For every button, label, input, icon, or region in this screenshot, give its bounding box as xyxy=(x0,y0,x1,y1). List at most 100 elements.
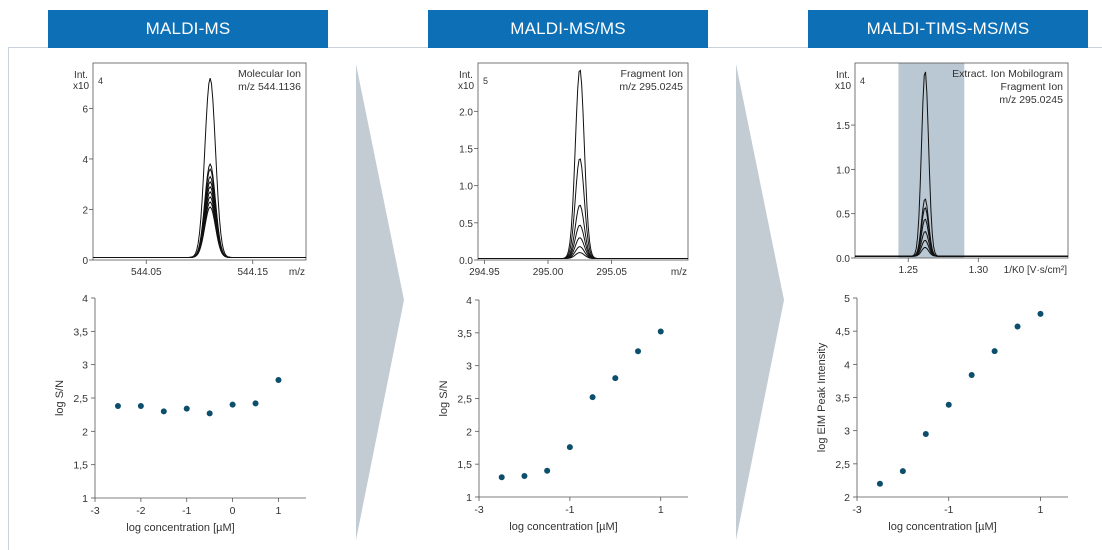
msms-intensity-multiplier: x10 xyxy=(458,81,475,92)
msms-calibration-point xyxy=(612,375,619,382)
msms-calibration-ytick-label: 1 xyxy=(466,492,472,504)
msms-calibration-xtick-label: -1 xyxy=(565,504,574,516)
msms-calibration-ytick-label: 2,5 xyxy=(457,394,472,406)
tims-spectrum-xunit: 1/K0 [V·s/cm²] xyxy=(1004,265,1068,276)
tims-calibration-xtick-label: 1 xyxy=(1038,504,1044,516)
msms-calibration-xtick-label: 1 xyxy=(658,504,664,516)
ms-calibration-point xyxy=(137,403,144,409)
ms-calibration-xtick-label: 1 xyxy=(276,505,282,517)
tims-calibration-ytick-label: 3 xyxy=(844,426,850,438)
ms-calibration-xtick-label: -3 xyxy=(90,505,99,517)
ms-calibration-point xyxy=(206,410,213,417)
tims-spectrum-ytick-label: 1.0 xyxy=(836,165,850,176)
banner-maldi-ms: MALDI-MS xyxy=(48,10,328,48)
tims-calibration-xtick-label: -1 xyxy=(944,504,953,516)
ms-spectrum-ytick-label: 2 xyxy=(82,205,88,216)
msms-intensity-label: Int. xyxy=(459,70,473,81)
ms-calibration-point xyxy=(160,408,167,415)
tims-intensity-label: Int. xyxy=(836,70,850,81)
tims-intensity-multiplier: x10 xyxy=(835,81,852,92)
tims-annotation-line: Extract. Ion Mobilogram xyxy=(952,68,1063,80)
banner-maldi-tims-msms: MALDI-TIMS-MS/MS xyxy=(808,10,1088,48)
msms-calibration-point xyxy=(635,348,642,355)
msms-intensity-exponent: 5 xyxy=(483,76,488,86)
arrow-2 xyxy=(736,64,784,540)
ms-calibration-ytick-label: 4 xyxy=(82,293,88,305)
msms-spectrum-xtick-label: 294.95 xyxy=(469,267,500,278)
tims-annotation-line: Fragment Ion xyxy=(1001,81,1064,93)
msms-calibration-point xyxy=(521,472,528,479)
msms-calibration-point xyxy=(657,328,664,335)
tims-calibration-ytick-label: 5 xyxy=(844,293,850,305)
tims-calibration-point xyxy=(945,401,952,408)
msms-annotation-line: m/z 295.0245 xyxy=(619,81,683,93)
ms-spectrum-trace xyxy=(93,78,306,258)
ms-annotation-line: Molecular Ion xyxy=(238,68,301,80)
ms-calibration-point xyxy=(252,400,259,407)
tims-calibration-xlabel: log concentration [µM] xyxy=(888,521,996,533)
msms-spectrum-ytick-label: 1.0 xyxy=(459,182,473,193)
msms-spectrum-trace xyxy=(478,246,688,260)
tims-calibration-point xyxy=(876,480,883,487)
msms-calibration-ylabel: log S/N xyxy=(438,380,450,416)
msms-spectrum-trace xyxy=(478,237,688,260)
msms-calibration-xlabel: log concentration [µM] xyxy=(509,521,617,533)
ms-calibration-point xyxy=(275,377,282,383)
msms-calibration-ytick-label: 3 xyxy=(466,361,472,373)
msms-annotation-line: Fragment Ion xyxy=(621,68,684,80)
ms-spectrum-ytick-label: 0 xyxy=(82,256,88,267)
tims-calibration-xtick-label: -3 xyxy=(852,504,861,516)
mobility-window-highlight xyxy=(898,63,965,258)
tims-calibration-ytick-label: 4 xyxy=(844,359,850,371)
tims-calibration-ytick-label: 2 xyxy=(844,492,850,504)
ms-calibration-xtick-label: -2 xyxy=(136,505,145,517)
tims-spectrum-xtick-label: 1.25 xyxy=(899,265,919,276)
tims-calibration-point xyxy=(1037,310,1044,317)
tims-spectrum-ytick-label: 1.5 xyxy=(836,121,850,132)
msms-calibration-ytick-label: 3,5 xyxy=(457,328,472,340)
msms-calibration-point xyxy=(544,467,551,474)
ms-spectrum-frame xyxy=(92,62,307,261)
msms-spectrum-xtick-label: 295.00 xyxy=(533,267,564,278)
msms-spectrum-ytick-label: 0.5 xyxy=(459,219,473,230)
tims-calibration-point xyxy=(991,348,998,355)
msms-calibration-ytick-label: 2 xyxy=(466,426,472,438)
tims-calibration-ytick-label: 2,5 xyxy=(835,459,850,471)
msms-spectrum-xunit: m/z xyxy=(671,267,687,278)
ms-spectrum-trace xyxy=(93,206,306,258)
tims-calibration-point xyxy=(968,371,975,378)
ms-calibration-xlabel: log concentration [µM] xyxy=(126,522,234,534)
ms-calibration-ytick-label: 3 xyxy=(82,360,88,372)
msms-spectrum-trace xyxy=(478,69,688,260)
ms-intensity-multiplier: x10 xyxy=(73,81,90,92)
ms-calibration-ytick-label: 3,5 xyxy=(73,326,88,338)
tims-calibration-point xyxy=(922,430,929,437)
tims-intensity-exponent: 4 xyxy=(860,76,865,86)
ms-calibration-ylabel: log S/N xyxy=(54,380,66,416)
msms-calibration-point xyxy=(498,474,505,481)
tims-calibration-ylabel: log EIM Peak Intensity xyxy=(816,342,828,452)
ms-spectrum-ytick-label: 4 xyxy=(82,155,88,166)
ms-calibration-ytick-label: 1,5 xyxy=(73,460,88,472)
msms-calibration-ytick-label: 4 xyxy=(466,295,472,307)
ms-calibration-ytick-label: 1 xyxy=(82,493,88,505)
tims-calibration-point xyxy=(899,468,906,475)
ms-spectrum-xtick-label: 544.15 xyxy=(237,267,268,278)
tims-spectrum-xtick-label: 1.30 xyxy=(969,265,989,276)
ms-calibration-ytick-label: 2 xyxy=(82,426,88,438)
tims-calibration-ytick-label: 4,5 xyxy=(835,326,850,338)
msms-spectrum-ytick-label: 2.0 xyxy=(459,107,473,118)
ms-intensity-label: Int. xyxy=(74,70,88,81)
msms-spectrum-ytick-label: 0.0 xyxy=(459,256,473,267)
ms-calibration-ytick-label: 2,5 xyxy=(73,393,88,405)
tims-calibration-ytick-label: 3,5 xyxy=(835,393,850,405)
frame-left-line xyxy=(8,47,9,550)
ms-intensity-exponent: 4 xyxy=(98,76,103,86)
msms-spectrum-trace xyxy=(478,252,688,260)
ms-calibration-xtick-label: 0 xyxy=(230,505,236,517)
ms-calibration-point xyxy=(229,401,236,408)
msms-spectrum-xtick-label: 295.05 xyxy=(596,267,627,278)
ms-calibration-point xyxy=(183,405,190,412)
